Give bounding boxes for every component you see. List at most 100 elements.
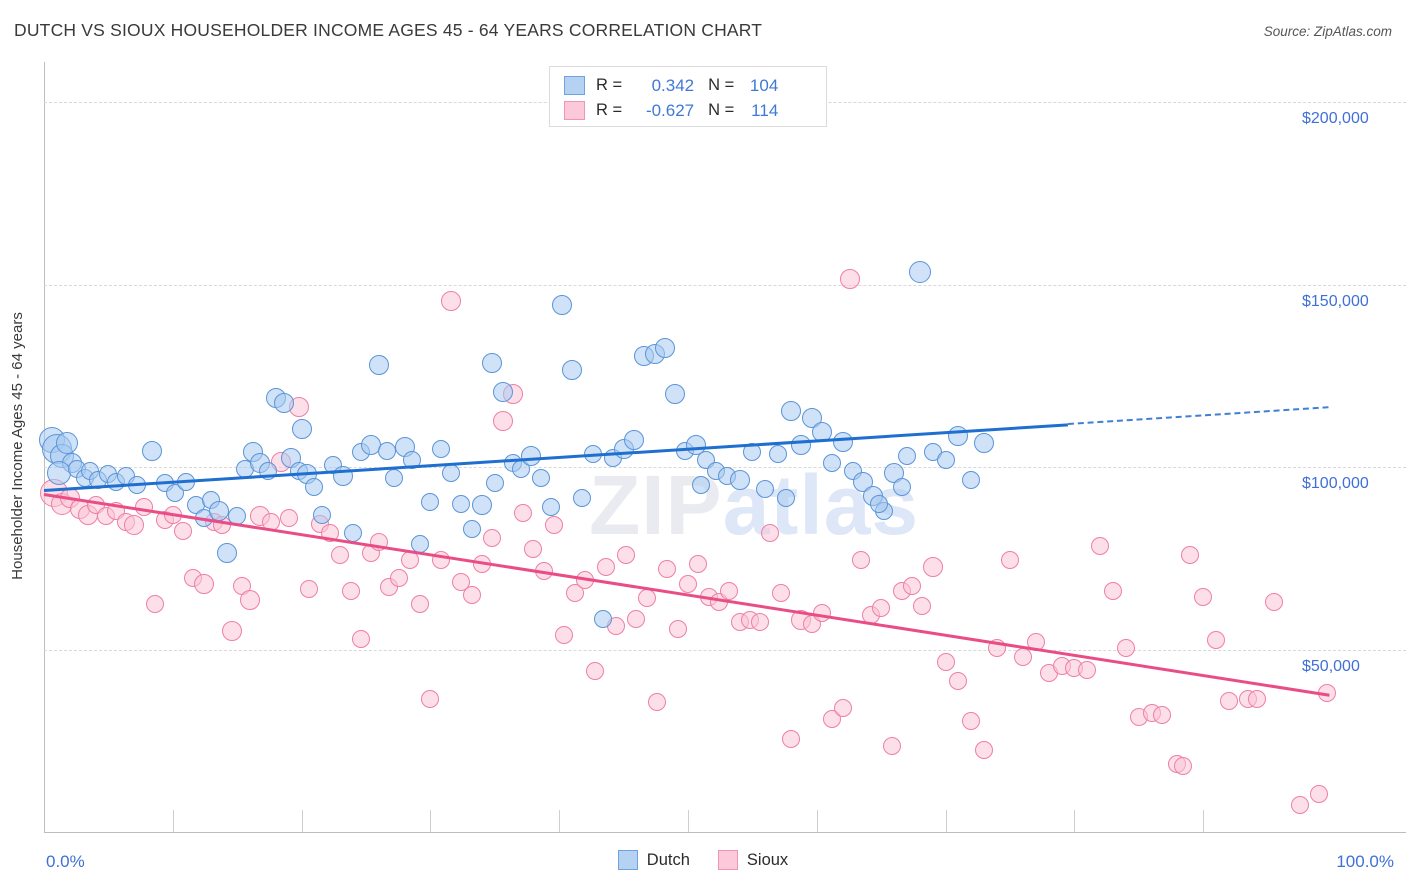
scatter-point[interactable]	[782, 729, 801, 748]
scatter-point[interactable]	[351, 629, 370, 648]
scatter-point[interactable]	[174, 521, 193, 540]
scatter-point[interactable]	[209, 500, 230, 521]
scatter-point[interactable]	[791, 435, 812, 456]
scatter-point[interactable]	[462, 520, 481, 539]
scatter-point[interactable]	[492, 382, 513, 403]
scatter-point[interactable]	[823, 454, 842, 473]
scatter-point[interactable]	[1207, 631, 1226, 650]
scatter-point[interactable]	[936, 653, 955, 672]
scatter-point[interactable]	[261, 512, 280, 531]
scatter-point[interactable]	[872, 598, 891, 617]
scatter-point[interactable]	[962, 711, 981, 730]
scatter-point[interactable]	[922, 557, 943, 578]
scatter-point[interactable]	[313, 505, 332, 524]
scatter-point[interactable]	[689, 554, 708, 573]
scatter-point[interactable]	[369, 532, 388, 551]
scatter-point[interactable]	[341, 582, 360, 601]
scatter-point[interactable]	[411, 594, 430, 613]
scatter-point[interactable]	[471, 495, 492, 516]
scatter-point[interactable]	[949, 671, 968, 690]
scatter-point[interactable]	[913, 596, 932, 615]
scatter-point[interactable]	[403, 450, 422, 469]
scatter-point[interactable]	[1078, 660, 1097, 679]
scatter-point[interactable]	[936, 450, 955, 469]
scatter-point[interactable]	[637, 589, 656, 608]
scatter-point[interactable]	[897, 447, 916, 466]
scatter-point[interactable]	[565, 583, 584, 602]
scatter-point[interactable]	[948, 426, 969, 447]
scatter-point[interactable]	[751, 613, 770, 632]
scatter-point[interactable]	[1013, 647, 1032, 666]
scatter-point[interactable]	[555, 625, 574, 644]
scatter-point[interactable]	[776, 489, 795, 508]
scatter-point[interactable]	[1104, 582, 1123, 601]
scatter-point[interactable]	[617, 545, 636, 564]
scatter-point[interactable]	[240, 590, 261, 611]
scatter-point[interactable]	[411, 534, 430, 553]
scatter-point[interactable]	[908, 260, 931, 283]
scatter-point[interactable]	[679, 574, 697, 593]
scatter-point[interactable]	[1116, 638, 1135, 657]
scatter-point[interactable]	[691, 476, 710, 495]
scatter-point[interactable]	[903, 576, 922, 595]
series-legend-item-sioux[interactable]: Sioux	[717, 850, 788, 870]
scatter-point[interactable]	[1091, 536, 1110, 555]
scatter-point[interactable]	[1194, 587, 1213, 606]
scatter-point[interactable]	[833, 698, 852, 717]
scatter-point[interactable]	[216, 542, 237, 563]
scatter-point[interactable]	[259, 461, 278, 480]
scatter-point[interactable]	[520, 446, 541, 467]
scatter-point[interactable]	[390, 569, 409, 588]
scatter-point[interactable]	[368, 354, 389, 375]
scatter-point[interactable]	[1317, 684, 1336, 703]
scatter-point[interactable]	[743, 443, 762, 462]
scatter-point[interactable]	[421, 492, 440, 511]
scatter-point[interactable]	[627, 609, 646, 628]
scatter-point[interactable]	[331, 545, 350, 564]
scatter-point[interactable]	[962, 470, 981, 489]
scatter-point[interactable]	[882, 737, 901, 756]
scatter-point[interactable]	[452, 494, 471, 513]
scatter-point[interactable]	[532, 469, 551, 488]
scatter-point[interactable]	[720, 582, 739, 601]
scatter-point[interactable]	[654, 338, 675, 359]
scatter-point[interactable]	[812, 604, 831, 623]
scatter-point[interactable]	[781, 400, 802, 421]
scatter-point[interactable]	[421, 689, 440, 708]
scatter-point[interactable]	[648, 693, 667, 712]
scatter-point[interactable]	[545, 516, 564, 535]
scatter-point[interactable]	[771, 583, 790, 602]
scatter-point[interactable]	[892, 478, 911, 497]
scatter-point[interactable]	[974, 433, 995, 454]
scatter-point[interactable]	[761, 523, 780, 542]
scatter-point[interactable]	[1001, 551, 1019, 570]
scatter-point[interactable]	[377, 441, 396, 460]
scatter-point[interactable]	[575, 571, 594, 590]
scatter-point[interactable]	[344, 523, 363, 542]
scatter-point[interactable]	[332, 466, 353, 487]
scatter-point[interactable]	[1181, 545, 1200, 564]
scatter-point[interactable]	[452, 573, 471, 592]
scatter-point[interactable]	[1026, 633, 1045, 652]
scatter-point[interactable]	[492, 411, 513, 432]
scatter-point[interactable]	[769, 445, 788, 464]
scatter-point[interactable]	[485, 474, 504, 493]
scatter-point[interactable]	[228, 507, 247, 526]
scatter-point[interactable]	[668, 620, 687, 639]
scatter-point[interactable]	[596, 558, 615, 577]
scatter-point[interactable]	[869, 494, 888, 513]
scatter-point[interactable]	[1310, 784, 1329, 803]
scatter-point[interactable]	[441, 291, 461, 312]
scatter-point[interactable]	[851, 551, 870, 570]
scatter-point[interactable]	[988, 638, 1007, 657]
scatter-point[interactable]	[482, 353, 503, 374]
scatter-point[interactable]	[665, 384, 686, 405]
scatter-point[interactable]	[291, 418, 312, 439]
scatter-point[interactable]	[222, 621, 243, 642]
scatter-point[interactable]	[1219, 691, 1238, 710]
scatter-point[interactable]	[514, 503, 533, 522]
scatter-point[interactable]	[658, 560, 677, 579]
scatter-point[interactable]	[593, 609, 612, 628]
scatter-point[interactable]	[685, 435, 706, 456]
scatter-point[interactable]	[562, 360, 583, 381]
